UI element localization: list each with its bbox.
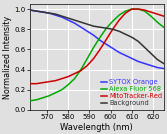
Alexa Fluor 568 xyxy=(48,95,50,97)
SYTOX Orange xyxy=(74,22,76,24)
SYTOX Orange xyxy=(156,67,158,68)
Alexa Fluor 568 xyxy=(137,8,139,10)
MitoTracker-Red xyxy=(42,82,44,83)
Alexa Fluor 568 xyxy=(80,69,82,70)
SYTOX Orange xyxy=(80,26,82,28)
Alexa Fluor 568 xyxy=(150,15,152,17)
Alexa Fluor 568 xyxy=(42,97,44,99)
Alexa Fluor 568 xyxy=(93,47,95,48)
MitoTracker-Red xyxy=(93,58,95,59)
MitoTracker-Red xyxy=(150,11,152,13)
Background xyxy=(74,19,76,21)
Background xyxy=(105,27,107,29)
Legend: SYTOX Orange, Alexa Fluor 568, MitoTracker-Red, Background: SYTOX Orange, Alexa Fluor 568, MitoTrack… xyxy=(101,79,162,106)
Alexa Fluor 568 xyxy=(163,26,165,28)
Line: SYTOX Orange: SYTOX Orange xyxy=(30,10,164,69)
MitoTracker-Red xyxy=(54,80,56,81)
MitoTracker-Red xyxy=(35,83,37,84)
Background xyxy=(118,30,120,32)
SYTOX Orange xyxy=(61,16,63,18)
Alexa Fluor 568 xyxy=(35,99,37,101)
Background xyxy=(124,34,126,35)
SYTOX Orange xyxy=(67,19,69,21)
SYTOX Orange xyxy=(105,44,107,45)
Background xyxy=(150,53,152,54)
Background xyxy=(99,26,101,28)
MitoTracker-Red xyxy=(48,81,50,82)
Alexa Fluor 568 xyxy=(144,10,146,12)
Background xyxy=(42,11,44,13)
Background xyxy=(93,25,95,27)
Background xyxy=(86,23,88,25)
SYTOX Orange xyxy=(54,14,56,16)
Alexa Fluor 568 xyxy=(131,8,133,10)
SYTOX Orange xyxy=(150,65,152,66)
Alexa Fluor 568 xyxy=(67,84,69,85)
MitoTracker-Red xyxy=(163,15,165,17)
Alexa Fluor 568 xyxy=(99,36,101,38)
Alexa Fluor 568 xyxy=(156,21,158,23)
SYTOX Orange xyxy=(29,9,31,11)
MitoTracker-Red xyxy=(118,19,120,21)
Alexa Fluor 568 xyxy=(54,92,56,94)
Alexa Fluor 568 xyxy=(118,14,120,16)
Background xyxy=(35,10,37,12)
Background xyxy=(48,12,50,14)
Alexa Fluor 568 xyxy=(86,58,88,59)
Alexa Fluor 568 xyxy=(29,100,31,102)
SYTOX Orange xyxy=(86,30,88,32)
Background xyxy=(61,15,63,17)
Background xyxy=(80,21,82,23)
Line: MitoTracker-Red: MitoTracker-Red xyxy=(30,9,164,84)
MitoTracker-Red xyxy=(105,38,107,40)
Line: Alexa Fluor 568: Alexa Fluor 568 xyxy=(30,9,164,101)
Line: Background: Background xyxy=(30,10,164,64)
Alexa Fluor 568 xyxy=(124,10,126,12)
Background xyxy=(29,9,31,11)
X-axis label: Wavelength (nm): Wavelength (nm) xyxy=(60,123,133,132)
SYTOX Orange xyxy=(48,12,50,14)
SYTOX Orange xyxy=(42,11,44,13)
SYTOX Orange xyxy=(131,58,133,59)
MitoTracker-Red xyxy=(99,49,101,50)
Background xyxy=(131,36,133,38)
SYTOX Orange xyxy=(163,68,165,69)
Alexa Fluor 568 xyxy=(74,78,76,79)
Background xyxy=(144,47,146,48)
SYTOX Orange xyxy=(93,34,95,36)
MitoTracker-Red xyxy=(61,78,63,79)
Background xyxy=(163,63,165,64)
SYTOX Orange xyxy=(118,52,120,53)
MitoTracker-Red xyxy=(80,70,82,71)
MitoTracker-Red xyxy=(131,8,133,10)
SYTOX Orange xyxy=(35,10,37,12)
MitoTracker-Red xyxy=(67,76,69,77)
SYTOX Orange xyxy=(124,55,126,56)
Background xyxy=(112,28,114,30)
MitoTracker-Red xyxy=(144,9,146,11)
Alexa Fluor 568 xyxy=(61,89,63,91)
SYTOX Orange xyxy=(137,61,139,62)
Background xyxy=(67,17,69,19)
Alexa Fluor 568 xyxy=(105,27,107,29)
MitoTracker-Red xyxy=(137,8,139,10)
MitoTracker-Red xyxy=(86,65,88,66)
MitoTracker-Red xyxy=(124,12,126,14)
Y-axis label: Normalized Intensity: Normalized Intensity xyxy=(3,15,12,98)
MitoTracker-Red xyxy=(74,73,76,74)
Background xyxy=(156,59,158,60)
MitoTracker-Red xyxy=(29,83,31,84)
SYTOX Orange xyxy=(112,48,114,49)
SYTOX Orange xyxy=(99,40,101,41)
Alexa Fluor 568 xyxy=(112,20,114,22)
Background xyxy=(137,40,139,42)
MitoTracker-Red xyxy=(156,13,158,15)
SYTOX Orange xyxy=(144,63,146,64)
Background xyxy=(54,13,56,15)
MitoTracker-Red xyxy=(112,28,114,30)
